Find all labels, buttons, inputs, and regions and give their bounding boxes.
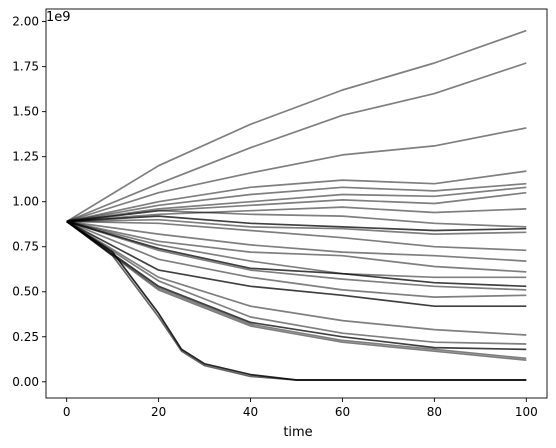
series-line-17 bbox=[66, 220, 527, 291]
y-tick-label: 0.00 bbox=[12, 375, 39, 389]
series-line-24 bbox=[66, 220, 527, 362]
series-line-5 bbox=[66, 182, 527, 223]
series-line-8 bbox=[66, 206, 527, 223]
series-line-12 bbox=[66, 220, 527, 252]
x-tick-label: 60 bbox=[335, 405, 350, 419]
x-tick-label: 100 bbox=[515, 405, 538, 419]
y-tick-label: 1.75 bbox=[12, 60, 39, 74]
series-line-19 bbox=[66, 220, 527, 308]
y-tick-label: 1.50 bbox=[12, 105, 39, 119]
series-line-6 bbox=[66, 186, 527, 223]
x-tick-label: 20 bbox=[151, 405, 166, 419]
x-tick-label: 40 bbox=[243, 405, 258, 419]
series-line-18 bbox=[66, 220, 527, 298]
y-tick-label: 1.00 bbox=[12, 195, 39, 209]
series-line-26 bbox=[66, 220, 527, 381]
y-tick-label: 1.25 bbox=[12, 150, 39, 164]
series-line-2 bbox=[66, 62, 527, 223]
y-tick-label: 0.75 bbox=[12, 240, 39, 254]
series-line-13 bbox=[66, 220, 527, 262]
y-scale-label: 1e9 bbox=[46, 10, 71, 25]
x-axis: 0 20 40 60 80 100 bbox=[63, 398, 538, 419]
series-lines bbox=[66, 29, 527, 381]
series-line-23 bbox=[66, 220, 527, 360]
x-axis-label: time bbox=[283, 425, 312, 440]
x-tick-label: 80 bbox=[427, 405, 442, 419]
series-line-25 bbox=[66, 220, 527, 381]
series-line-16 bbox=[66, 220, 527, 288]
series-line-1 bbox=[66, 29, 527, 223]
series-line-20 bbox=[66, 220, 527, 336]
series-line-22 bbox=[66, 220, 527, 351]
series-line-9 bbox=[66, 209, 527, 228]
y-axis: 0.00 0.25 0.50 0.75 1.00 1.25 1.50 1.75 2.00 bbox=[12, 15, 46, 389]
plot-frame bbox=[45, 8, 548, 399]
series-line-21 bbox=[66, 220, 527, 345]
series-line-14 bbox=[66, 220, 527, 273]
y-tick-label: 2.00 bbox=[12, 15, 39, 29]
series-line-11 bbox=[66, 218, 527, 235]
y-tick-label: 0.50 bbox=[12, 285, 39, 299]
series-line-3 bbox=[66, 127, 527, 223]
x-tick-label: 0 bbox=[63, 405, 71, 419]
y-tick-label: 0.25 bbox=[12, 330, 39, 344]
series-line-10 bbox=[66, 215, 527, 232]
series-line-4 bbox=[66, 170, 527, 223]
series-line-15 bbox=[66, 220, 527, 279]
